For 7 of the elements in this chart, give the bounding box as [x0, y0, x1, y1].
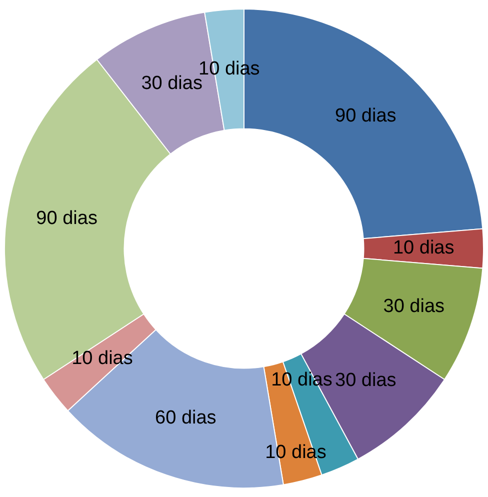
data-label: 60 dias	[155, 408, 216, 429]
data-label: 10 dias	[392, 238, 454, 259]
data-label: 90 dias	[335, 106, 396, 127]
data-label: 30 dias	[383, 296, 445, 318]
data-label: 90 dias	[36, 208, 98, 230]
data-label: 10 dias	[72, 348, 133, 370]
data-label: 30 dias	[335, 370, 396, 391]
